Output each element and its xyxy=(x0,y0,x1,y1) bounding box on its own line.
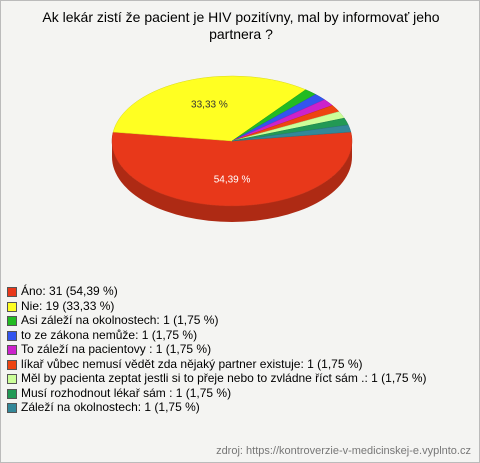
legend-swatch xyxy=(7,316,17,326)
legend-label: Měl by pacienta zeptat jestli si to přej… xyxy=(21,371,427,385)
legend-item: Áno: 31 (54,39 %) xyxy=(7,284,467,298)
legend-label: To záleží na pacientovy : 1 (1,75 %) xyxy=(21,342,212,356)
pie-slice xyxy=(231,124,352,142)
legend-label: Áno: 31 (54,39 %) xyxy=(21,284,118,298)
legend-label: Nie: 19 (33,33 %) xyxy=(21,298,115,313)
legend-swatch xyxy=(7,374,17,384)
legend-swatch xyxy=(7,359,17,370)
pie-slice-side xyxy=(112,141,352,222)
legend-swatch xyxy=(7,345,17,355)
legend-label: líkař vůbec nemusí vědět zda nějaký part… xyxy=(21,356,363,371)
legend-label: to ze zákona nemůže: 1 (1,75 %) xyxy=(21,327,198,342)
pie-area: 54,39 % 33,33 % xyxy=(111,75,353,222)
legend-item: to ze zákona nemůže: 1 (1,75 %) xyxy=(7,328,467,342)
legend-item: líkař vůbec nemusí vědět zda nějaký part… xyxy=(7,357,467,371)
chart-title: Ak lekár zistí že pacient je HIV pozitív… xyxy=(42,9,440,42)
legend-item: To záleží na pacientovy : 1 (1,75 %) xyxy=(7,342,467,356)
legend-swatch xyxy=(7,330,17,341)
data-label: 54,39 % xyxy=(214,175,251,186)
legend-item: Záleží na okolnostech: 1 (1,75 %) xyxy=(7,400,467,414)
legend-label: Záleží na okolnostech: 1 (1,75 %) xyxy=(21,400,200,414)
legend-item: Nie: 19 (33,33 %) xyxy=(7,299,467,313)
legend-item: Měl by pacienta zeptat jestli si to přej… xyxy=(7,371,467,385)
pie-slice xyxy=(111,131,353,207)
legend-item: Asi záleží na okolnostech: 1 (1,75 %) xyxy=(7,313,467,327)
legend-swatch xyxy=(7,287,17,297)
legend-swatch xyxy=(7,403,17,413)
source: zdroj: https://kontroverzie-v-medicinske… xyxy=(216,445,471,457)
legend-label: Musí rozhodnout lékař sám : 1 (1,75 %) xyxy=(21,385,232,400)
legend-swatch xyxy=(7,388,17,399)
legend-label: Asi záleží na okolnostech: 1 (1,75 %) xyxy=(21,313,219,327)
data-label: 33,33 % xyxy=(191,100,228,111)
legend-item: Musí rozhodnout lékař sám : 1 (1,75 %) xyxy=(7,386,467,400)
legend: Áno: 31 (54,39 %) Nie: 19 (33,33 %) Asi zá… xyxy=(7,284,467,415)
pie-slice xyxy=(112,75,307,142)
legend-swatch xyxy=(7,301,17,312)
